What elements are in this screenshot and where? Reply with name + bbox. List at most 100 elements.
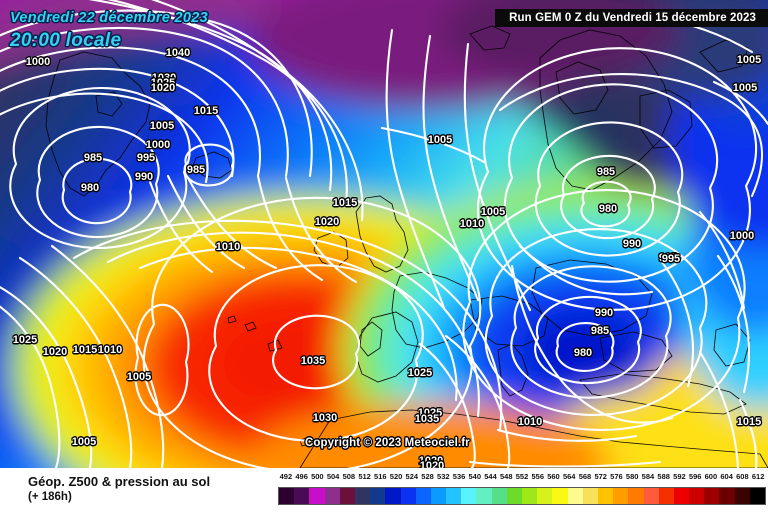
isobar-label: 1005 <box>149 120 175 132</box>
colorbar-tick: 556 <box>531 472 544 481</box>
isobar-label: 995 <box>661 253 681 265</box>
isobars <box>0 0 768 468</box>
geopotential-heatmap <box>0 0 768 468</box>
z500-field <box>0 0 768 468</box>
isobar-label: 1000 <box>25 56 51 68</box>
colorbar-swatch <box>279 488 295 504</box>
isobar-label: 1005 <box>480 206 506 218</box>
colorbar-swatch <box>613 488 629 504</box>
colorbar-tick: 536 <box>452 472 466 481</box>
colorbar-tick: 588 <box>657 472 670 481</box>
colorbar-swatch <box>567 488 583 504</box>
isobar-label: 1015 <box>193 105 219 117</box>
isobar-label: 1005 <box>732 82 758 94</box>
colorbar-tick: 528 <box>421 472 434 481</box>
colorbar-swatch <box>628 488 644 504</box>
colorbar-swatch <box>385 488 401 504</box>
isobar-label: 1025 <box>417 407 443 419</box>
colorbar-swatch <box>734 488 750 504</box>
isobar-label: 1020 <box>314 216 340 228</box>
colorbar-tick: 504 <box>326 472 340 481</box>
colorbar-tick: 564 <box>562 472 576 481</box>
isobar-label: 1005 <box>126 371 152 383</box>
isobar-label: 1015 <box>72 344 98 356</box>
isobar-label: 1015 <box>332 197 358 209</box>
isobar-label: 1035 <box>414 413 440 425</box>
colorbar-swatch <box>597 488 614 504</box>
colorbar-swatch <box>522 488 538 504</box>
colorbar-tick: 568 <box>578 472 592 481</box>
isobar-label: 980 <box>573 347 593 359</box>
legend-title: Géop. Z500 & pression au sol <box>28 474 211 489</box>
isobar-label: 995 <box>136 152 156 164</box>
isobar-label: 1020 <box>419 460 445 468</box>
colorbar-swatches <box>278 487 766 505</box>
colorbar-swatch <box>309 488 325 504</box>
isobar-label: 1000 <box>729 230 755 242</box>
colorbar-swatch <box>446 488 462 504</box>
colorbar-swatch <box>415 488 431 504</box>
colorbar-tick: 540 <box>468 472 482 481</box>
isobar-label: 1035 <box>300 355 326 367</box>
colorbar-swatch <box>658 488 674 504</box>
colorbar-tick: 600 <box>704 472 718 481</box>
colorbar-tick: 512 <box>358 472 371 481</box>
copyright-notice: Copyright © 2023 Meteociel.fr <box>305 437 470 449</box>
colorbar-tick: 604 <box>720 472 733 481</box>
colorbar-tick: 516 <box>374 472 387 481</box>
colorbar-swatch <box>506 488 522 504</box>
isobar-label: 990 <box>622 238 642 250</box>
colorbar-tick: 592 <box>673 472 686 481</box>
colorbar: 492 496 500 504 508 512 516 520 524 528 532 536 540 5… <box>278 472 766 510</box>
colorbar-tick: 532 <box>437 472 450 481</box>
isobar-label: 985 <box>83 152 103 164</box>
isobar-label: 995 <box>658 252 678 264</box>
legend-subtitle: (+ 186h) <box>28 491 72 503</box>
model-run-banner: Run GEM 0 Z du Vendredi 15 décembre 2023 <box>495 9 768 27</box>
colorbar-swatch <box>294 488 310 504</box>
isobar-label: 990 <box>594 307 614 319</box>
colorbar-swatch <box>537 488 553 504</box>
isobar-label: 985 <box>590 325 610 337</box>
isobar-label: 1020 <box>150 82 176 94</box>
isobar-label: 1015 <box>736 416 762 428</box>
isobar-label: 985 <box>186 164 206 176</box>
colorbar-swatch <box>491 488 507 504</box>
map-canvas[interactable]: Vendredi 22 décembre 2023 20:00 locale R… <box>0 0 768 468</box>
colorbar-tick: 560 <box>547 472 560 481</box>
colorbar-tick: 608 <box>736 472 749 481</box>
isobar-label: 1020 <box>42 346 68 358</box>
isobar-label: 990 <box>134 171 154 183</box>
colorbar-tick: 548 <box>499 472 513 481</box>
isobar-label: 1040 <box>165 47 191 59</box>
isobar-label: 980 <box>598 203 618 215</box>
isobar-label: 1025 <box>12 334 38 346</box>
colorbar-tick: 576 <box>610 472 623 481</box>
isobar-label: 985 <box>596 166 616 178</box>
colorbar-swatch <box>689 488 705 504</box>
colorbar-tick: 508 <box>342 472 356 481</box>
isobar-label: 1025 <box>407 367 433 379</box>
colorbar-tick: 596 <box>688 472 702 481</box>
isobar-label: 1010 <box>215 241 241 253</box>
isobar-label: 1010 <box>97 344 123 356</box>
colorbar-tick: 580 <box>625 472 639 481</box>
colorbar-swatch <box>400 488 416 504</box>
colorbar-swatch <box>582 488 598 504</box>
colorbar-swatch <box>673 488 690 504</box>
colorbar-swatch <box>704 488 720 504</box>
colorbar-tick: 584 <box>641 472 655 481</box>
colorbar-tick: 544 <box>484 472 497 481</box>
colorbar-swatch <box>354 488 371 504</box>
colorbar-tick: 500 <box>311 472 324 481</box>
colorbar-swatch <box>370 488 386 504</box>
isobar-label: 1005 <box>427 134 453 146</box>
valid-date-label: Vendredi 22 décembre 2023 <box>10 10 208 26</box>
isobar-label: 1005 <box>71 436 97 448</box>
colorbar-swatch <box>476 488 492 504</box>
isobar-label: 1020 <box>418 455 444 467</box>
colorbar-tick: 524 <box>405 472 419 481</box>
colorbar-swatch <box>719 488 735 504</box>
isobar-label: 1010 <box>517 416 543 428</box>
